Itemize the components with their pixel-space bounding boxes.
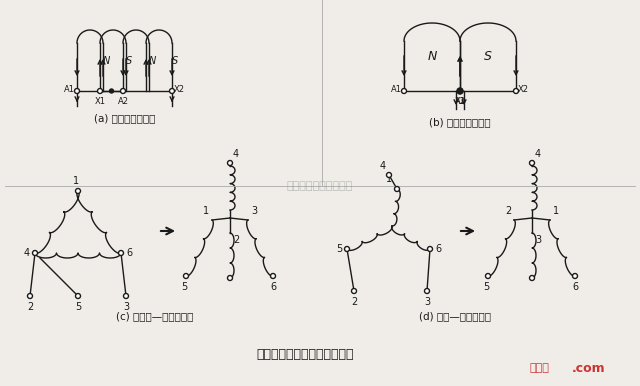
Circle shape: [76, 188, 81, 193]
Text: 6: 6: [270, 282, 276, 292]
Circle shape: [118, 251, 124, 256]
Circle shape: [394, 186, 399, 191]
Circle shape: [486, 274, 490, 279]
Text: (d) 星形—双星形转换: (d) 星形—双星形转换: [419, 311, 491, 321]
Text: 6: 6: [572, 282, 578, 292]
Text: 1: 1: [553, 206, 559, 216]
Text: S: S: [126, 56, 132, 66]
Text: 杭州将睷科技有限公司: 杭州将睷科技有限公司: [287, 181, 353, 191]
Circle shape: [170, 88, 175, 93]
Circle shape: [457, 88, 463, 94]
Text: A2: A2: [118, 97, 129, 106]
Circle shape: [387, 173, 392, 178]
Text: 1: 1: [73, 176, 79, 186]
Text: 1: 1: [203, 206, 209, 216]
Circle shape: [401, 88, 406, 93]
Text: X2: X2: [174, 86, 185, 95]
Text: 5: 5: [181, 282, 187, 292]
Text: 4: 4: [380, 161, 386, 171]
Text: A2: A2: [454, 97, 465, 106]
Circle shape: [227, 161, 232, 166]
Text: A1: A1: [391, 86, 402, 95]
Circle shape: [529, 276, 534, 281]
Circle shape: [28, 293, 33, 298]
Circle shape: [344, 247, 349, 252]
Text: 接线图: 接线图: [530, 363, 550, 373]
Circle shape: [458, 88, 463, 93]
Text: (b) 二极绕组展开图: (b) 二极绕组展开图: [429, 117, 491, 127]
Circle shape: [458, 88, 463, 93]
Circle shape: [97, 88, 102, 93]
Text: 5: 5: [75, 302, 81, 312]
Text: 5: 5: [336, 244, 342, 254]
Circle shape: [227, 276, 232, 281]
Text: X2: X2: [518, 86, 529, 95]
Circle shape: [76, 293, 81, 298]
Text: N: N: [102, 56, 109, 66]
Circle shape: [529, 161, 534, 166]
Circle shape: [513, 88, 518, 93]
Circle shape: [424, 288, 429, 293]
Circle shape: [573, 274, 577, 279]
Text: 3: 3: [535, 235, 541, 245]
Text: N: N: [148, 56, 156, 66]
Text: (c) 三角形—双星形转换: (c) 三角形—双星形转换: [116, 311, 194, 321]
Text: 2: 2: [505, 206, 511, 216]
Text: A1: A1: [64, 86, 75, 95]
Text: S: S: [484, 49, 492, 63]
Text: 1: 1: [386, 174, 392, 184]
Circle shape: [109, 89, 113, 93]
Text: S: S: [172, 56, 178, 66]
Circle shape: [428, 247, 433, 252]
Text: 3: 3: [123, 302, 129, 312]
Text: 2: 2: [233, 235, 239, 245]
Circle shape: [184, 274, 189, 279]
Text: N: N: [428, 49, 436, 63]
Text: X1: X1: [95, 97, 106, 106]
Text: 6: 6: [435, 244, 441, 254]
Text: 4: 4: [535, 149, 541, 159]
Text: 3: 3: [424, 297, 430, 307]
Text: 3: 3: [251, 206, 257, 216]
Circle shape: [120, 88, 125, 93]
Text: (a) 四极绕组展开图: (a) 四极绕组展开图: [94, 113, 156, 123]
Circle shape: [124, 293, 129, 298]
Circle shape: [33, 251, 38, 256]
Text: 双速电动机改变极对数的原理: 双速电动机改变极对数的原理: [256, 347, 354, 361]
Text: 5: 5: [483, 282, 489, 292]
Circle shape: [271, 274, 275, 279]
Text: .com: .com: [572, 362, 605, 374]
Text: 2: 2: [351, 297, 357, 307]
Text: 4: 4: [24, 248, 30, 258]
Text: 4: 4: [233, 149, 239, 159]
Circle shape: [351, 288, 356, 293]
Text: 2: 2: [27, 302, 33, 312]
Text: 6: 6: [126, 248, 132, 258]
Circle shape: [74, 88, 79, 93]
Text: X1: X1: [454, 97, 465, 106]
